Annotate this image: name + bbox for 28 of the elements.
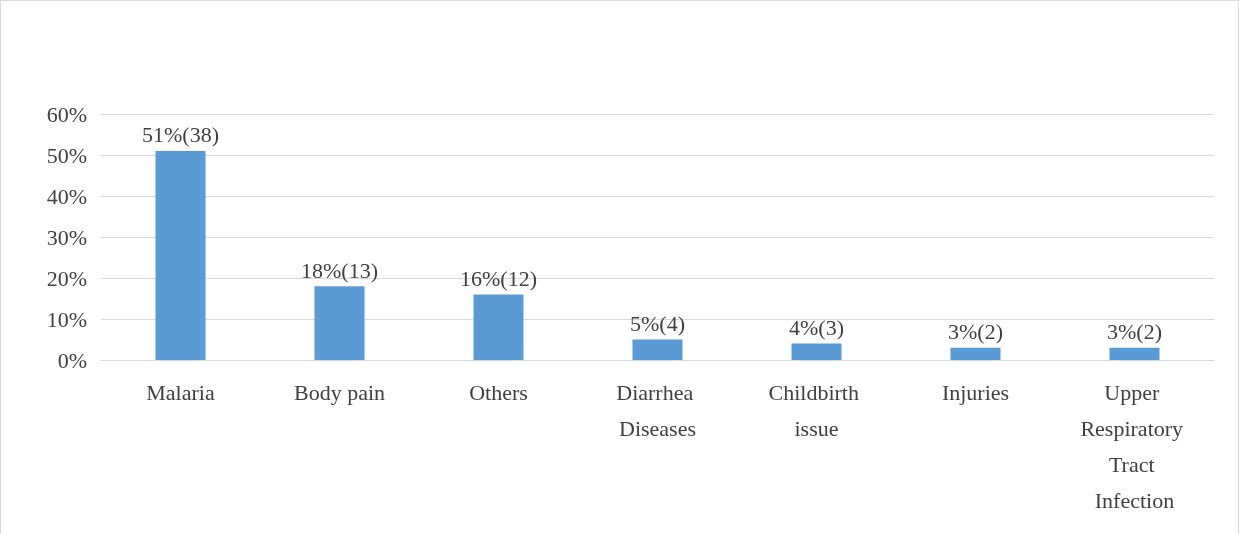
- x-tick-label: Injuries: [941, 379, 1010, 405]
- x-tick-label: Upper Respiratory Tract Infection: [1080, 379, 1189, 513]
- data-label: 16%(12): [460, 265, 537, 291]
- data-label: 3%(2): [948, 319, 1003, 345]
- x-tick-label: Diarrhea Diseases: [616, 379, 699, 441]
- y-tick-label: 30%: [46, 224, 87, 250]
- x-tick-label: Childbirth issue: [768, 379, 865, 441]
- y-tick-label: 20%: [46, 265, 87, 291]
- data-label: 5%(4): [630, 311, 685, 336]
- y-tick-label: 10%: [46, 306, 87, 332]
- x-tick-label: Body pain: [293, 379, 386, 405]
- x-tick-label: Others: [469, 379, 528, 405]
- data-label: 18%(13): [301, 257, 378, 283]
- bar: [632, 339, 683, 360]
- y-tick-label: 40%: [46, 183, 87, 209]
- y-tick-label: 60%: [46, 101, 87, 127]
- bar: [950, 347, 1001, 360]
- data-label: 3%(2): [1107, 319, 1162, 345]
- y-tick-label: 0%: [57, 347, 87, 373]
- bar: [473, 294, 524, 360]
- bar: [314, 286, 365, 360]
- data-label: 51%(38): [142, 122, 219, 148]
- data-label: 4%(3): [789, 315, 844, 341]
- bar: [155, 150, 206, 360]
- x-tick-label: Malaria: [146, 379, 215, 405]
- bar: [791, 343, 842, 360]
- y-tick-label: 50%: [46, 142, 87, 168]
- bar: [1109, 347, 1160, 360]
